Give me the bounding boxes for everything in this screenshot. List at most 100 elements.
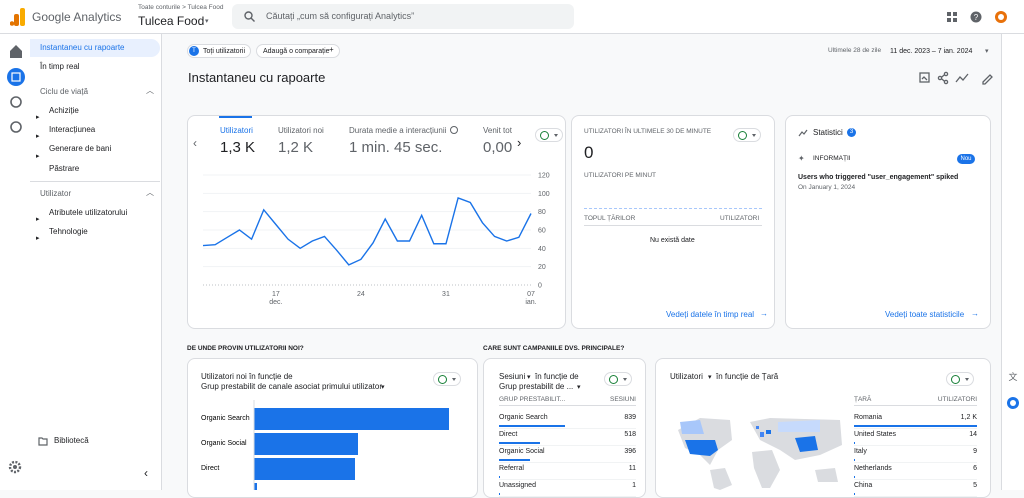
link-arrow[interactable]: → (760, 310, 768, 318)
page-actions[interactable] (918, 71, 994, 85)
card-dimension[interactable]: Grup prestabilit de canale asociat primu… (201, 383, 382, 391)
nav-section[interactable]: Utilizator (40, 190, 71, 198)
check-chip[interactable] (433, 372, 461, 386)
row-label: Organic Search (499, 414, 548, 421)
card-metric[interactable]: Sesiuni (499, 373, 525, 381)
row-value: 518 (596, 431, 636, 438)
nav-item[interactable]: Generare de bani (49, 145, 111, 153)
expand-arrows: ▸▸▸ (36, 108, 40, 166)
realtime-value: 0 (584, 144, 593, 161)
y-tick-label: 120 (538, 173, 550, 180)
per-minute-baseline (584, 208, 762, 209)
row-bar (854, 459, 855, 461)
segment-label[interactable]: Toți utilizatorii (203, 48, 245, 55)
nav-section[interactable]: Ciclu de viață (40, 88, 88, 96)
x-tick-label: 24 (347, 291, 375, 299)
collapse-caret[interactable]: ︿ (146, 189, 154, 197)
row-value: 9 (937, 448, 977, 455)
row-divider (854, 496, 977, 497)
caret[interactable]: ▾ (527, 374, 531, 381)
nav-item[interactable]: Atributele utilizatorului (49, 209, 127, 217)
row-bar (854, 493, 855, 495)
nav-item[interactable]: Interacțiunea (49, 126, 95, 134)
metric-name[interactable]: Venit tot (483, 127, 512, 135)
new-badge: Nou (957, 154, 975, 164)
nav-item[interactable]: Bibliotecă (54, 437, 89, 445)
row-value: 396 (596, 448, 636, 455)
nav-item[interactable]: Tehnologie (49, 228, 88, 236)
folder-icon (38, 437, 48, 446)
row-value: 11 (596, 465, 636, 472)
row-bar (499, 476, 500, 478)
metric-value: 1,3 K (220, 140, 255, 155)
card-metric[interactable]: Utilizatori (670, 373, 703, 381)
bar (254, 458, 355, 480)
next-arrow[interactable]: › (517, 136, 521, 149)
metric-name[interactable]: Utilizatori noi (278, 127, 324, 135)
compare-label[interactable]: Adaugă o comparație (263, 48, 330, 55)
card-by: în funcție de (535, 373, 579, 381)
insights-link[interactable]: Vedeți toate statisticile (885, 311, 964, 319)
collapse-caret[interactable]: ︿ (146, 87, 154, 95)
property-caret[interactable]: ▾ (205, 18, 209, 25)
rail-actions[interactable]: 文 (1004, 368, 1022, 412)
collapse-nav[interactable]: ‹ (144, 467, 148, 479)
insights-icon (798, 129, 808, 137)
nav-item[interactable]: În timp real (40, 63, 80, 71)
row-bar (499, 442, 540, 444)
y-tick-label: 0 (538, 283, 542, 290)
metric-name[interactable]: Utilizatori (220, 127, 253, 135)
caret[interactable]: ▾ (708, 374, 712, 381)
row-label: Unassigned (499, 482, 536, 489)
settings-icon[interactable] (8, 460, 22, 474)
nav-item[interactable]: Achiziție (49, 107, 79, 115)
metric-value: 1 min. 45 sec. (349, 140, 442, 155)
column-header: UTILIZATORI (917, 397, 977, 404)
check-chip[interactable] (535, 128, 563, 142)
row-bar (854, 425, 977, 427)
info-icon (450, 126, 458, 134)
row-label: Organic Social (499, 448, 545, 455)
insights-card (785, 115, 991, 329)
caret[interactable]: ▾ (577, 384, 581, 391)
card-dimension[interactable]: Grup prestabilit de ... (499, 383, 573, 391)
tab-indicator (219, 116, 252, 118)
top-icons[interactable]: ? (946, 11, 1012, 25)
metric-name[interactable]: Durata medie a interacțiunii (349, 127, 446, 135)
row-bar (854, 476, 855, 478)
nav-item[interactable]: Instantaneu cu rapoarte (40, 44, 125, 52)
search-placeholder[interactable]: Căutați „cum să configurați Analytics” (266, 12, 414, 21)
right-rail (1001, 34, 1024, 490)
nav-item[interactable]: Păstrare (49, 165, 79, 173)
insight-text[interactable]: Users who triggered "user_engagement" sp… (798, 174, 958, 181)
row-label: Romania (854, 414, 882, 421)
bar (254, 433, 358, 455)
svg-text:?: ? (974, 13, 979, 22)
caret[interactable]: ▾ (381, 384, 385, 391)
column-header: SESIUNI (576, 397, 636, 404)
bar (254, 408, 449, 430)
row-value: 6 (937, 465, 977, 472)
property-name[interactable]: Tulcea Food (138, 15, 204, 27)
date-range[interactable]: 11 dec. 2023 – 7 ian. 2024 (890, 48, 972, 55)
range-caret[interactable]: ▾ (985, 48, 989, 55)
search-icon (244, 11, 255, 22)
y-tick-label: 60 (538, 228, 546, 235)
check-chip[interactable] (946, 372, 974, 386)
world-map (670, 410, 845, 490)
realtime-link[interactable]: Vedeți datele în timp real (666, 311, 754, 319)
check-chip[interactable] (733, 128, 761, 142)
x-tick-label: 17 dec. (262, 291, 290, 307)
row-value: 14 (937, 431, 977, 438)
rail-icons[interactable] (6, 42, 26, 138)
prev-arrow[interactable]: ‹ (193, 137, 197, 149)
breadcrumb[interactable]: Toate conturile > Tulcea Food (138, 5, 223, 12)
link-arrow[interactable]: → (971, 310, 979, 318)
row-label: Italy (854, 448, 867, 455)
row-divider (854, 428, 977, 429)
check-chip[interactable] (604, 372, 632, 386)
row-bar (854, 442, 855, 444)
insight-label: INFORMAȚII (813, 156, 851, 163)
column-header: UTILIZATORI (720, 216, 759, 223)
